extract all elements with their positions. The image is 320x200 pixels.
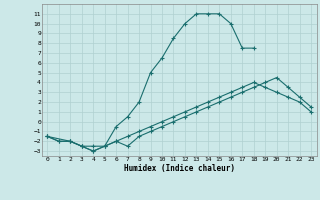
X-axis label: Humidex (Indice chaleur): Humidex (Indice chaleur) xyxy=(124,164,235,173)
